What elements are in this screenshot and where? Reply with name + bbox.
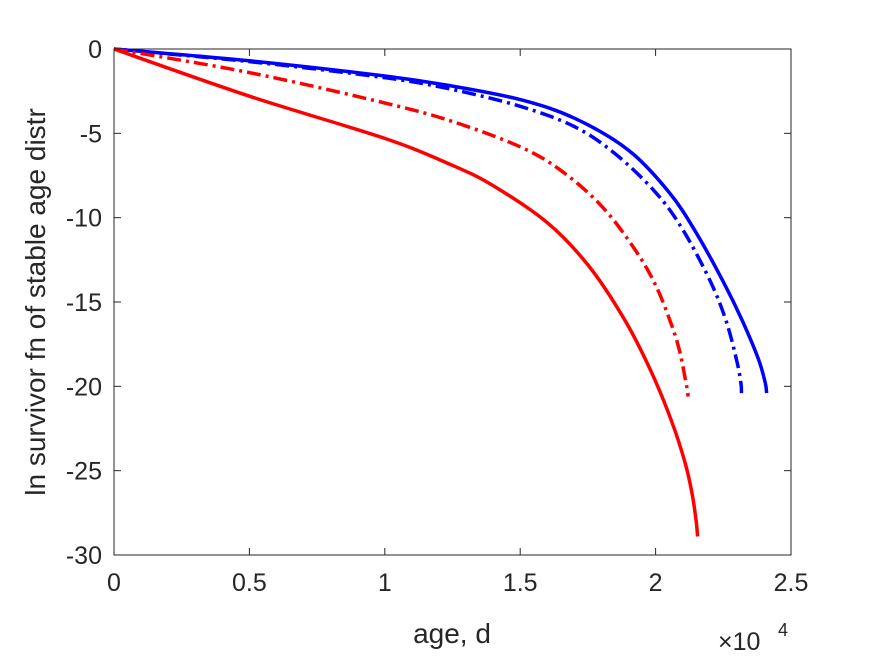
series-line-4 [113,47,700,537]
x-axis-label: age, d [413,618,491,649]
y-tick-label: -15 [66,289,102,317]
x-tick-label: 1.5 [503,569,538,597]
series-line-2 [113,47,744,394]
x-tick-label: 2 [649,569,663,597]
x-tick-label: 1 [378,569,392,597]
plot-area [113,48,792,556]
x-exponent-power: 4 [778,620,788,640]
y-tick-label: -20 [66,373,102,401]
x-tick-label: 0.5 [232,569,267,597]
series-layer [113,47,769,537]
y-tick-label: 0 [88,36,102,64]
x-tick-label: 2.5 [774,569,809,597]
series-line-3 [113,47,690,397]
ticks-layer [113,48,792,556]
y-tick-label: -30 [66,542,102,570]
y-tick-label: -5 [80,120,102,148]
y-axis-label: ln survivor fn of stable age distr [20,108,51,496]
x-tick-label: 0 [107,569,121,597]
x-exponent-label: ×10 [718,628,760,656]
y-tick-label: -25 [66,458,102,486]
y-tick-label: -10 [66,205,102,233]
tick-labels-layer: 0 0.5 1 1.5 2 2.5 0 -5 -10 -15 -20 -25 -30 [66,36,809,597]
